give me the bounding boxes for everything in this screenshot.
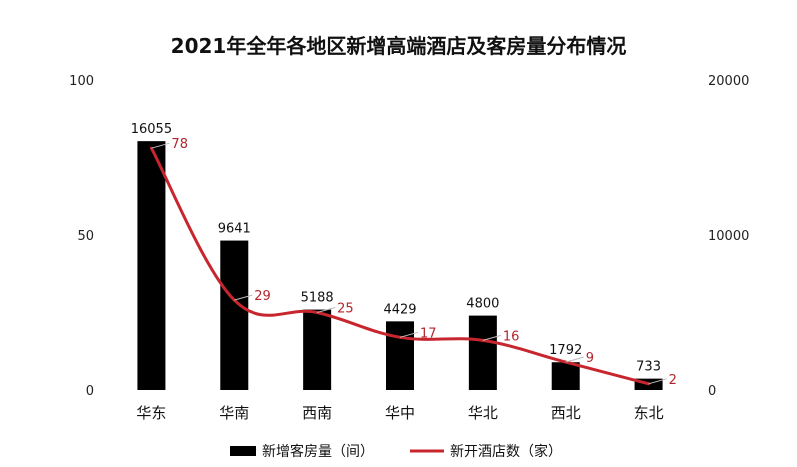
legend-bar-swatch: [230, 446, 256, 456]
chart-title: 2021年全年各地区新增高端酒店及客房量分布情况: [170, 34, 627, 58]
bar: [468, 315, 497, 390]
line-value-label: 9: [586, 351, 594, 366]
y-left-tick-label: 50: [77, 229, 94, 244]
x-category-label: 西北: [551, 404, 581, 422]
bar: [220, 240, 249, 390]
bar-value-label: 733: [636, 360, 661, 375]
y-right-tick-label: 20000: [708, 74, 749, 89]
line-value-label: 2: [669, 373, 677, 388]
y-right-tick-label: 10000: [708, 229, 749, 244]
legend-bar-label: 新增客房量（间）: [262, 443, 374, 460]
x-category-label: 华南: [219, 404, 249, 422]
line-label-leader: [565, 356, 584, 363]
y-right-tick-label: 0: [708, 384, 716, 399]
bar-value-label: 16055: [131, 122, 172, 137]
x-category-label: 西南: [302, 404, 332, 422]
x-category-label: 华东: [136, 404, 166, 422]
x-category-label: 华中: [385, 404, 415, 422]
line-label-leader: [482, 334, 501, 341]
bar-value-label: 1792: [549, 343, 582, 358]
bar-value-label: 4429: [383, 302, 416, 317]
y-left-tick-label: 0: [86, 384, 94, 399]
line-value-label: 17: [420, 326, 437, 341]
line-label-leader: [151, 142, 170, 149]
line-label-leader: [234, 294, 253, 301]
line-label-leader: [399, 331, 419, 338]
legend-line-label: 新开酒店数（家）: [450, 443, 562, 460]
line-value-label: 78: [171, 137, 188, 152]
x-category-label: 华北: [468, 404, 498, 422]
y-left-tick-label: 100: [69, 74, 94, 89]
x-category-label: 东北: [634, 404, 664, 422]
line-label-leader: [317, 307, 336, 313]
bar-value-label: 4800: [466, 297, 499, 312]
bar-value-label: 5188: [301, 291, 334, 306]
bar-value-label: 9641: [218, 222, 251, 237]
line-value-label: 25: [337, 302, 354, 317]
line-label-leader: [648, 378, 667, 385]
bar: [137, 141, 166, 390]
line-value-label: 29: [254, 289, 271, 304]
bar: [551, 362, 580, 390]
line-value-label: 16: [503, 329, 520, 344]
bar: [303, 309, 332, 390]
bar: [386, 321, 414, 390]
